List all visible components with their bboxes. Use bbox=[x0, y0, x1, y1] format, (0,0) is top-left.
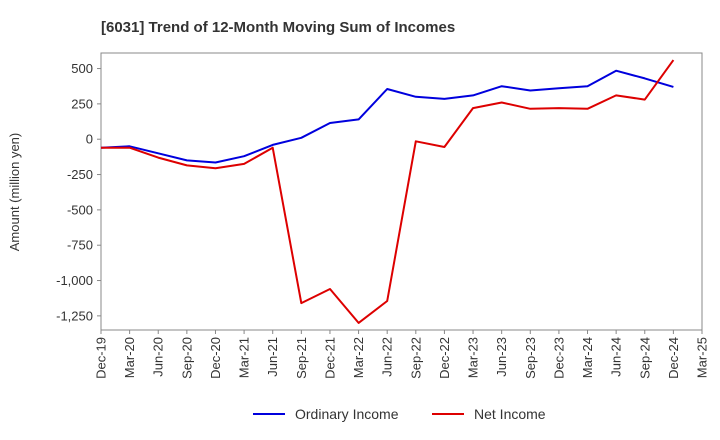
x-axis-ticks: Dec-19 Mar-20 Jun-20 Sep-20 Dec-20 Mar-21 Jun-… bbox=[94, 330, 710, 379]
chart-title: [6031] Trend of 12-Month Moving Sum of I… bbox=[101, 19, 455, 36]
x-tick-label: Mar-23 bbox=[466, 337, 481, 378]
x-tick-label: Dec-22 bbox=[437, 337, 452, 379]
x-tick-label: Sep-24 bbox=[637, 337, 652, 379]
x-tick-label: Jun-21 bbox=[265, 337, 280, 377]
series-line-ordinary-income bbox=[100, 69, 674, 164]
series-line-net-income bbox=[101, 59, 675, 324]
plot-area bbox=[101, 53, 702, 330]
series-lines bbox=[100, 59, 675, 324]
x-tick-label: Sep-20 bbox=[179, 337, 194, 379]
y-tick-label: 500 bbox=[71, 61, 93, 76]
plot-frame bbox=[100, 52, 703, 331]
y-tick-label: -1,000 bbox=[56, 273, 93, 288]
x-tick-label: Dec-20 bbox=[208, 337, 223, 379]
x-tick-label: Jun-20 bbox=[151, 337, 166, 377]
y-tick-label: -750 bbox=[67, 238, 93, 253]
y-tick-label: -1,250 bbox=[56, 308, 93, 323]
x-tick-label: Mar-20 bbox=[122, 337, 137, 378]
y-axis-ticks: 500 250 0 -250 -500 -750 -1,000 -1,250 bbox=[56, 61, 101, 323]
x-tick-label: Dec-19 bbox=[94, 337, 109, 379]
x-tick-label: Dec-23 bbox=[551, 337, 566, 379]
x-tick-label: Mar-21 bbox=[237, 337, 252, 378]
x-tick-label: Jun-22 bbox=[380, 337, 395, 377]
y-tick-label: -500 bbox=[67, 202, 93, 217]
x-tick-label: Jun-24 bbox=[609, 337, 624, 377]
y-axis-label: Amount (million yen) bbox=[7, 133, 22, 252]
y-tick-label: 250 bbox=[71, 96, 93, 111]
x-tick-label: Mar-25 bbox=[695, 337, 710, 378]
x-tick-label: Mar-24 bbox=[580, 337, 595, 378]
legend-label: Net Income bbox=[474, 406, 546, 422]
legend: Ordinary Income Net Income bbox=[253, 406, 546, 422]
y-tick-label: -250 bbox=[67, 167, 93, 182]
legend-label: Ordinary Income bbox=[295, 406, 399, 422]
x-tick-label: Jun-23 bbox=[494, 337, 509, 377]
y-tick-label: 0 bbox=[86, 132, 93, 147]
x-tick-label: Dec-21 bbox=[322, 337, 337, 379]
x-tick-label: Sep-22 bbox=[408, 337, 423, 379]
x-tick-label: Dec-24 bbox=[666, 337, 681, 379]
x-tick-label: Mar-22 bbox=[351, 337, 366, 378]
x-tick-label: Sep-23 bbox=[523, 337, 538, 379]
x-tick-label: Sep-21 bbox=[294, 337, 309, 379]
plot-border bbox=[100, 52, 703, 331]
